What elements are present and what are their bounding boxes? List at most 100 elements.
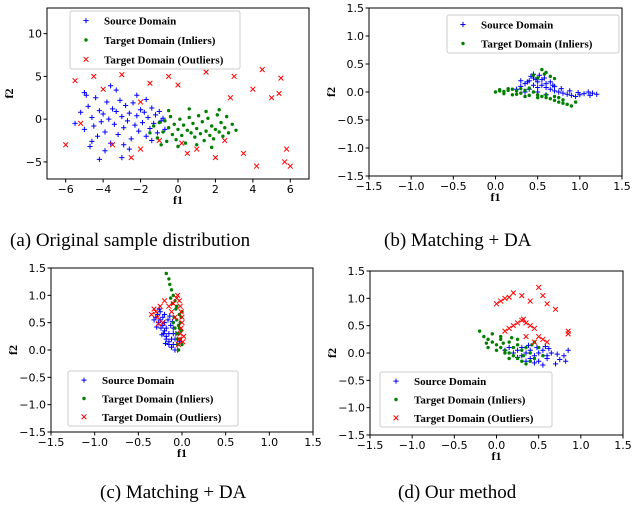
- data-point: [208, 133, 212, 138]
- data-point: [102, 148, 108, 154]
- y-tick-label: −0.5: [19, 371, 46, 384]
- data-point: [567, 88, 573, 94]
- data-point: [119, 71, 125, 78]
- data-point: [172, 122, 176, 126]
- data-point: [162, 126, 168, 133]
- data-point: [176, 348, 181, 352]
- caption-c: (c) Matching + DA: [100, 482, 247, 503]
- legend: Source Domain Target Domain (Inliers): [446, 14, 620, 54]
- x-tick-label: −1.0: [81, 436, 108, 449]
- legend-marker: [394, 397, 398, 402]
- x-tick-label: −6: [58, 183, 74, 196]
- data-point: [563, 358, 569, 364]
- data-point: [175, 318, 179, 322]
- data-point: [552, 98, 557, 103]
- data-point: [507, 356, 511, 361]
- data-point: [154, 311, 161, 318]
- data-point: [554, 351, 560, 357]
- legend-marker: [460, 21, 466, 28]
- data-point: [541, 75, 548, 81]
- data-point: [573, 100, 578, 104]
- y-tick-label: 1.5: [348, 265, 366, 278]
- data-point: [156, 108, 162, 115]
- data-point: [85, 103, 91, 109]
- data-point: [72, 120, 78, 127]
- data-point: [106, 116, 112, 122]
- data-point: [193, 135, 197, 139]
- data-point: [502, 295, 508, 302]
- data-point: [557, 100, 561, 104]
- data-point: [100, 86, 106, 92]
- data-point: [160, 314, 166, 320]
- data-point: [573, 93, 579, 100]
- data-point: [130, 100, 136, 106]
- data-point: [531, 339, 538, 345]
- data-point: [511, 354, 516, 358]
- data-point: [170, 301, 175, 306]
- data-point: [524, 362, 528, 366]
- data-point: [163, 119, 167, 123]
- data-point: [540, 362, 546, 368]
- data-point: [149, 105, 155, 111]
- caption-a: (a) Original sample distribution: [10, 230, 251, 251]
- data-point: [510, 322, 517, 329]
- data-point: [161, 328, 168, 334]
- y-tick-label: 0: [35, 113, 42, 126]
- data-point: [164, 271, 168, 276]
- data-point: [548, 350, 554, 356]
- data-point: [507, 340, 511, 344]
- x-tick-label: −4: [95, 183, 111, 196]
- data-point: [530, 82, 537, 88]
- legend-label: Target Domain (Outliers): [414, 413, 534, 425]
- data-point: [502, 328, 508, 334]
- data-point: [511, 345, 516, 350]
- data-point: [209, 124, 214, 128]
- data-point: [148, 131, 152, 135]
- data-point: [156, 137, 163, 144]
- data-point: [209, 145, 214, 150]
- series-3: [62, 66, 294, 169]
- data-point: [168, 114, 173, 119]
- data-point: [510, 290, 517, 296]
- data-point: [166, 126, 171, 130]
- data-point: [171, 293, 175, 298]
- legend-marker: [82, 396, 86, 401]
- legend: Source Domain Target Domain (Inliers) Targ…: [69, 10, 241, 70]
- data-point: [134, 92, 140, 98]
- data-point: [161, 298, 168, 304]
- data-point: [145, 114, 151, 121]
- data-point: [217, 108, 221, 112]
- data-point: [506, 294, 512, 300]
- data-point: [157, 303, 163, 310]
- legend-marker: [461, 41, 465, 46]
- data-point: [536, 350, 542, 356]
- data-point: [213, 127, 218, 132]
- data-point: [253, 163, 260, 169]
- data-point: [514, 320, 521, 326]
- data-point: [581, 91, 587, 97]
- data-point: [528, 359, 532, 363]
- data-point: [117, 97, 123, 103]
- x-tick-label: 0: [175, 183, 182, 196]
- data-point: [123, 102, 129, 109]
- data-point: [227, 95, 234, 101]
- x-axis-label: f1: [177, 446, 187, 460]
- data-point: [174, 307, 178, 311]
- x-tick-label: −0.5: [441, 439, 468, 452]
- data-point: [551, 88, 558, 94]
- data-point: [557, 356, 563, 363]
- y-tick-label: 0.0: [348, 347, 366, 360]
- data-point: [494, 343, 499, 347]
- data-point: [202, 138, 206, 143]
- legend-label: Source Domain: [104, 16, 176, 28]
- data-point: [494, 348, 499, 352]
- data-point: [541, 354, 545, 358]
- data-point: [167, 277, 171, 281]
- series-2: [164, 271, 184, 352]
- x-tick-label: 1.0: [261, 436, 279, 449]
- data-point: [486, 337, 490, 342]
- data-point: [195, 126, 199, 131]
- series-2: [148, 107, 238, 150]
- data-point: [276, 90, 282, 97]
- data-point: [281, 159, 288, 165]
